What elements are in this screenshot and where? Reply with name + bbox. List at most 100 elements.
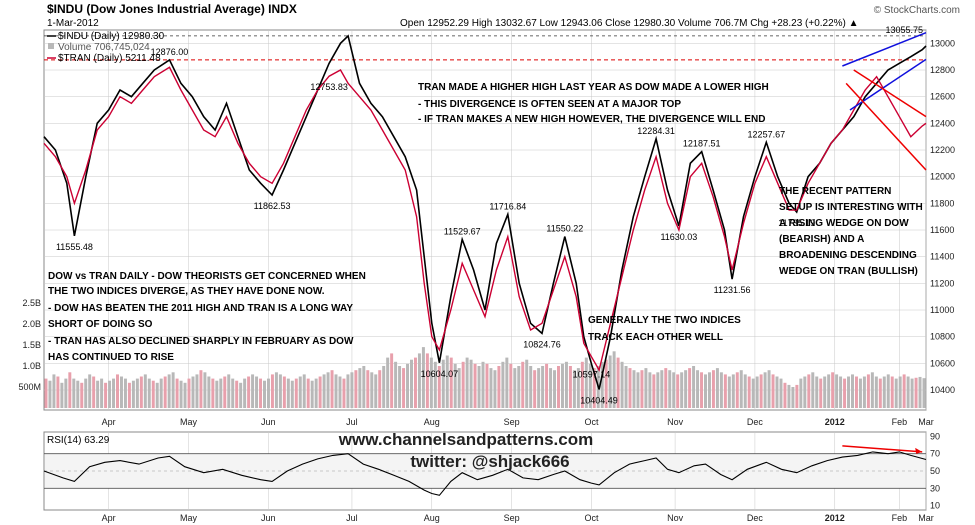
volume-bar-112 — [489, 368, 493, 408]
rsi-tick-label-4: 10 — [930, 501, 940, 511]
theorists-line-6: HAS CONTINUED TO RISE — [48, 352, 174, 363]
volume-bar-120 — [521, 361, 525, 408]
volume-bar-6 — [68, 372, 72, 408]
rsi-time-tick-label-4: Aug — [424, 513, 440, 523]
rsi-label: RSI(14) 63.29 — [47, 435, 110, 446]
theorists-note: DOW vs TRAN DAILY - DOW THEORISTS GET CO… — [48, 271, 366, 363]
volume-bar-19 — [119, 376, 123, 408]
volume-bar-54 — [259, 378, 263, 408]
volume-bar-167 — [707, 372, 711, 408]
top-level-label: 13055.75 — [885, 25, 923, 35]
volume-bar-50 — [243, 378, 247, 408]
volume-bar-108 — [473, 363, 477, 408]
value-labels: 11555.48 12876.00 11862.53 12753.83 10604.07… — [56, 47, 815, 406]
volume-bar-131 — [564, 361, 568, 408]
divergence-note: TRAN MADE A HIGHER HIGH LAST YEAR AS DOW… — [418, 82, 769, 125]
volume-bar-165 — [700, 372, 704, 408]
time-tick-label-0: Apr — [102, 417, 116, 427]
volume-bar-156 — [664, 368, 668, 408]
symbol-title: $INDU (Dow Jones Industrial Average) IND… — [47, 2, 297, 16]
volume-bar-147 — [628, 368, 632, 408]
volume-bar-74 — [338, 376, 342, 408]
volume-tick-label-0: 500M — [18, 382, 41, 392]
series-line-tran — [43, 66, 927, 372]
track-line-2: TRACK EACH OTHER WELL — [588, 332, 723, 343]
pattern-line-3: A RISING WEDGE ON DOW — [779, 218, 909, 229]
volume-bar-86 — [386, 357, 390, 408]
volume-bar-192 — [807, 374, 811, 408]
price-tick-label-7: 11800 — [930, 198, 954, 208]
volume-bar-170 — [719, 372, 723, 408]
volume-tick-label-3: 2.0B — [22, 319, 41, 329]
price-tick-label-11: 12600 — [930, 92, 955, 102]
volume-bar-194 — [815, 376, 819, 408]
volume-bar-144 — [616, 357, 620, 408]
volume-bar-63 — [294, 378, 298, 408]
volume-bar-13 — [96, 380, 100, 408]
volume-bar-67 — [310, 380, 314, 408]
grid — [44, 30, 927, 510]
volume-bar-159 — [676, 374, 680, 408]
price-panel — [43, 29, 927, 411]
volume-bar-104 — [457, 368, 461, 408]
volume-bar-60 — [282, 376, 286, 408]
volume-bar-205 — [858, 378, 862, 408]
volume-bar-169 — [715, 368, 719, 408]
volume-bar-210 — [878, 378, 882, 408]
volume-bar-140 — [600, 361, 604, 408]
divergence-line-1: TRAN MADE A HIGHER HIGH LAST YEAR AS DOW… — [418, 82, 769, 93]
value-label-1: 12876.00 — [151, 47, 189, 57]
pattern-line-2: SETUP IS INTERESTING WITH — [779, 202, 923, 213]
volume-tick-label-2: 1.5B — [22, 340, 41, 350]
volume-bar-219 — [914, 377, 918, 408]
volume-bar-208 — [870, 372, 874, 408]
volume-bar-25 — [143, 374, 147, 408]
volume-bar-5 — [64, 378, 68, 408]
volume-bar-75 — [342, 378, 346, 408]
volume-bar-203 — [851, 374, 854, 408]
rsi-tick-label-2: 50 — [930, 466, 940, 476]
volume-bar-84 — [378, 370, 382, 408]
legend-volume-swatch — [48, 43, 54, 49]
volume-bar-213 — [890, 376, 894, 408]
value-label-9: 10597.14 — [573, 370, 611, 380]
volume-bar-45 — [223, 376, 227, 408]
value-label-5: 11529.67 — [444, 226, 481, 236]
price-axis: 10400 10600 10800 11000 11200 11400 11600 11800… — [930, 38, 955, 395]
stockcharts-brand: © StockCharts.com — [874, 5, 960, 16]
volume-bar-37 — [191, 376, 195, 408]
volume-bar-7 — [72, 378, 76, 408]
volume-bar-87 — [390, 353, 394, 408]
broadening-wedge-upper — [853, 69, 927, 118]
volume-bar-122 — [529, 366, 533, 408]
volume-bar-113 — [493, 370, 497, 408]
value-label-3: 12753.83 — [310, 82, 348, 92]
volume-bar-179 — [755, 376, 759, 408]
volume-bar-53 — [255, 376, 259, 408]
volume-bars: 500M 1.0B 1.5B 2.0B 2.5B — [18, 298, 926, 408]
chart-date: 1-Mar-2012 — [47, 18, 99, 29]
volume-bar-61 — [286, 378, 290, 408]
volume-bar-204 — [854, 376, 858, 408]
volume-bar-59 — [278, 374, 282, 408]
volume-bar-90 — [402, 368, 406, 408]
volume-bar-43 — [215, 380, 219, 408]
volume-bar-109 — [477, 366, 481, 408]
volume-bar-151 — [644, 368, 648, 408]
volume-bar-42 — [211, 378, 215, 408]
volume-bar-197 — [827, 374, 831, 408]
volume-bar-141 — [604, 359, 608, 408]
time-tick-label-3: Jul — [346, 417, 358, 427]
volume-bar-55 — [263, 380, 266, 408]
volume-bar-26 — [147, 378, 151, 408]
volume-bar-69 — [318, 376, 322, 408]
theorists-line-5: - TRAN HAS ALSO DECLINED SHARPLY IN FEBR… — [48, 336, 354, 347]
volume-bar-24 — [139, 376, 143, 408]
volume-bar-155 — [660, 370, 664, 408]
rsi-time-tick-label-1: May — [180, 513, 198, 523]
volume-bar-44 — [219, 378, 223, 408]
value-label-15: 12257.67 — [748, 129, 786, 139]
volume-bar-114 — [497, 366, 501, 408]
volume-bar-157 — [668, 370, 672, 408]
